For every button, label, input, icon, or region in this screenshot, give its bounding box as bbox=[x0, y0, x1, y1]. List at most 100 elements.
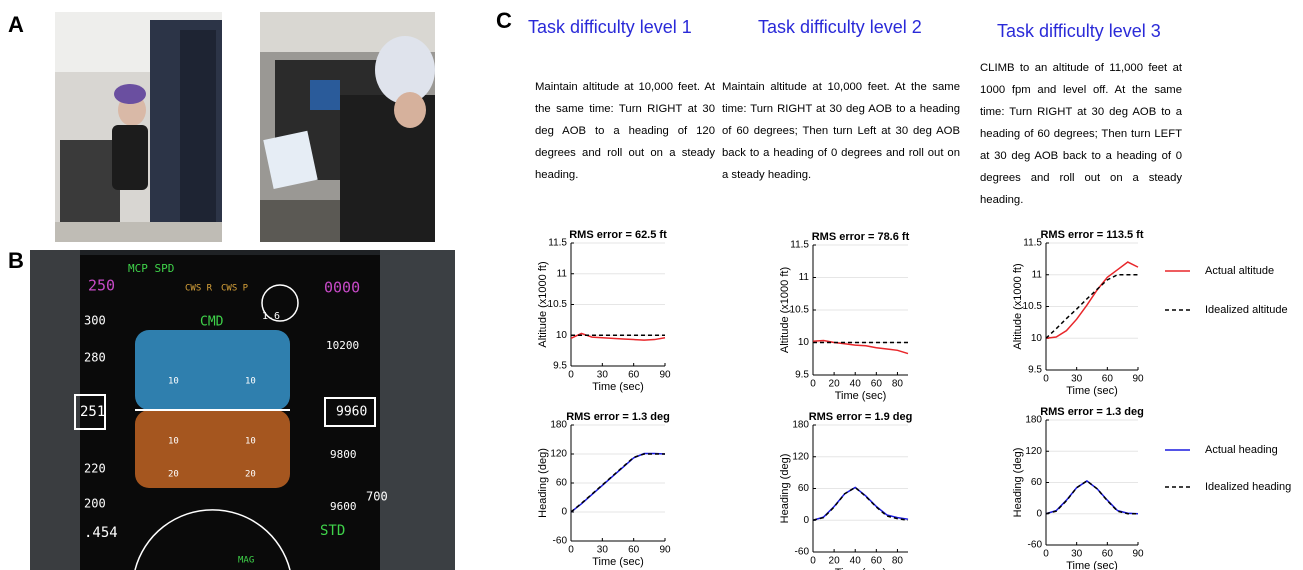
y-tick-label: 180 bbox=[792, 420, 809, 431]
x-tick-label: 40 bbox=[850, 379, 862, 390]
x-axis-label: Time (sec) bbox=[592, 381, 644, 393]
pfd-label: 700 bbox=[366, 490, 388, 504]
x-tick-label: 90 bbox=[659, 370, 671, 381]
x-tick-label: 80 bbox=[892, 556, 904, 567]
y-tick-label: 120 bbox=[1025, 446, 1042, 457]
y-tick-label: 0 bbox=[561, 507, 567, 518]
pfd-label: 20 bbox=[245, 470, 256, 480]
x-axis-label: Time (sec) bbox=[835, 390, 887, 402]
y-tick-label: 9.5 bbox=[795, 370, 809, 381]
x-tick-label: 60 bbox=[1102, 549, 1114, 560]
x-tick-label: 0 bbox=[1043, 549, 1049, 560]
photo-simulator bbox=[55, 12, 222, 242]
y-tick-label: 11.5 bbox=[790, 240, 809, 251]
x-tick-label: 0 bbox=[568, 370, 574, 381]
y-tick-label: 9.5 bbox=[553, 361, 567, 372]
y-axis-label: Altitude (x1000 ft) bbox=[537, 261, 549, 347]
y-tick-label: 11 bbox=[557, 268, 568, 279]
task-description: Maintain altitude at 10,000 feet. At the… bbox=[722, 76, 960, 186]
chart-title: RMS error = 1.3 deg bbox=[1040, 406, 1144, 418]
pfd-label: 300 bbox=[84, 314, 106, 328]
legend-label: Idealized altitude bbox=[1205, 304, 1288, 316]
y-tick-label: 11 bbox=[1032, 269, 1043, 280]
pfd-label: .454 bbox=[84, 525, 118, 541]
series-line bbox=[1046, 262, 1138, 338]
x-tick-label: 60 bbox=[628, 545, 640, 556]
series-line bbox=[571, 333, 665, 340]
x-tick-label: 90 bbox=[659, 545, 671, 556]
x-tick-label: 60 bbox=[1102, 374, 1114, 385]
y-tick-label: -60 bbox=[553, 536, 568, 547]
pfd-label: 10200 bbox=[326, 339, 359, 352]
x-tick-label: 60 bbox=[871, 556, 883, 567]
x-tick-label: 0 bbox=[810, 379, 816, 390]
pfd-label: 10 bbox=[168, 437, 179, 447]
x-tick-label: 0 bbox=[568, 545, 574, 556]
y-tick-label: 60 bbox=[1031, 477, 1043, 488]
y-tick-label: 120 bbox=[792, 451, 809, 462]
x-tick-label: 0 bbox=[810, 556, 816, 567]
pfd-label: 1.6 bbox=[262, 311, 280, 322]
page: A B C MCP SPDCWS RCWS bbox=[0, 0, 1303, 570]
x-tick-label: 30 bbox=[1071, 374, 1083, 385]
y-tick-label: 9.5 bbox=[1028, 365, 1042, 376]
chart-title: RMS error = 1.9 deg bbox=[809, 411, 913, 423]
pfd-label: 251 bbox=[80, 404, 105, 420]
pfd-label: 9600 bbox=[330, 500, 357, 513]
pfd-label: 200 bbox=[84, 497, 106, 511]
task-description: Maintain altitude at 10,000 feet. At the… bbox=[535, 76, 715, 186]
y-tick-label: 60 bbox=[798, 483, 810, 494]
y-tick-label: 11 bbox=[799, 272, 810, 283]
y-tick-label: 10 bbox=[1031, 333, 1043, 344]
pfd-label: 9960 bbox=[336, 405, 367, 420]
pfd-label: CWS R bbox=[185, 284, 213, 294]
chart-title: RMS error = 1.3 deg bbox=[566, 411, 670, 423]
pfd-label: CMD bbox=[200, 315, 224, 330]
chart-title: RMS error = 62.5 ft bbox=[569, 229, 667, 241]
x-axis-label: Time (sec) bbox=[592, 556, 644, 568]
pfd-label: MAG bbox=[238, 556, 254, 566]
pfd-label: MCP SPD bbox=[128, 262, 174, 275]
task-description: CLIMB to an altitude of 11,000 feet at 1… bbox=[980, 57, 1182, 211]
panel-label: A bbox=[8, 12, 24, 37]
series-line bbox=[813, 487, 908, 520]
x-axis-label: Time (sec) bbox=[1066, 560, 1118, 570]
y-tick-label: 120 bbox=[550, 449, 567, 460]
x-tick-label: 60 bbox=[871, 379, 883, 390]
x-tick-label: 20 bbox=[829, 556, 841, 567]
y-axis-label: Heading (deg) bbox=[779, 454, 791, 524]
pfd-label: 0000 bbox=[324, 279, 360, 297]
pfd-label: 9800 bbox=[330, 448, 357, 461]
photo-cockpit bbox=[260, 12, 435, 242]
x-tick-label: 90 bbox=[1132, 374, 1144, 385]
pfd-label: 10 bbox=[245, 377, 256, 387]
panel-label: C bbox=[496, 8, 512, 33]
y-tick-label: 11.5 bbox=[548, 238, 567, 249]
y-tick-label: -60 bbox=[1028, 540, 1043, 551]
legend-label: Idealized heading bbox=[1205, 481, 1291, 493]
chart-title: RMS error = 78.6 ft bbox=[812, 231, 910, 243]
series-line bbox=[1046, 481, 1138, 514]
pfd-label: 20 bbox=[168, 470, 179, 480]
chart-title: RMS error = 113.5 ft bbox=[1040, 229, 1143, 241]
pfd-label: STD bbox=[320, 523, 345, 539]
y-tick-label: 0 bbox=[803, 515, 809, 526]
y-axis-label: Heading (deg) bbox=[537, 448, 549, 518]
task-title: Task difficulty level 2 bbox=[758, 17, 922, 38]
series-line bbox=[1046, 481, 1138, 514]
x-tick-label: 30 bbox=[597, 545, 609, 556]
y-tick-label: 10 bbox=[798, 337, 810, 348]
panel-label: B bbox=[8, 248, 24, 273]
x-tick-label: 40 bbox=[850, 556, 862, 567]
y-tick-label: 180 bbox=[550, 420, 567, 431]
pfd-label: 280 bbox=[84, 351, 106, 365]
y-axis-label: Altitude (x1000 ft) bbox=[1012, 263, 1024, 349]
y-axis-label: Altitude (x1000 ft) bbox=[779, 267, 791, 353]
x-tick-label: 90 bbox=[1132, 549, 1144, 560]
x-tick-label: 30 bbox=[597, 370, 609, 381]
y-tick-label: -60 bbox=[795, 547, 810, 558]
task-title: Task difficulty level 3 bbox=[997, 21, 1161, 42]
x-tick-label: 30 bbox=[1071, 549, 1083, 560]
pfd-label: 10 bbox=[168, 377, 179, 387]
pfd-label: 250 bbox=[88, 277, 115, 295]
